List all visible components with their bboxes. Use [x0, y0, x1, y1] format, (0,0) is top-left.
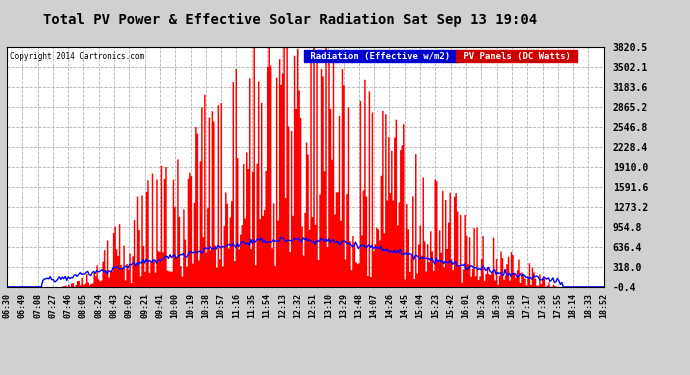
Text: Total PV Power & Effective Solar Radiation Sat Sep 13 19:04: Total PV Power & Effective Solar Radiati…	[43, 13, 537, 27]
Text: Copyright 2014 Cartronics.com: Copyright 2014 Cartronics.com	[10, 52, 144, 61]
Text: Radiation (Effective w/m2): Radiation (Effective w/m2)	[305, 52, 456, 61]
Text: PV Panels (DC Watts): PV Panels (DC Watts)	[457, 52, 575, 61]
